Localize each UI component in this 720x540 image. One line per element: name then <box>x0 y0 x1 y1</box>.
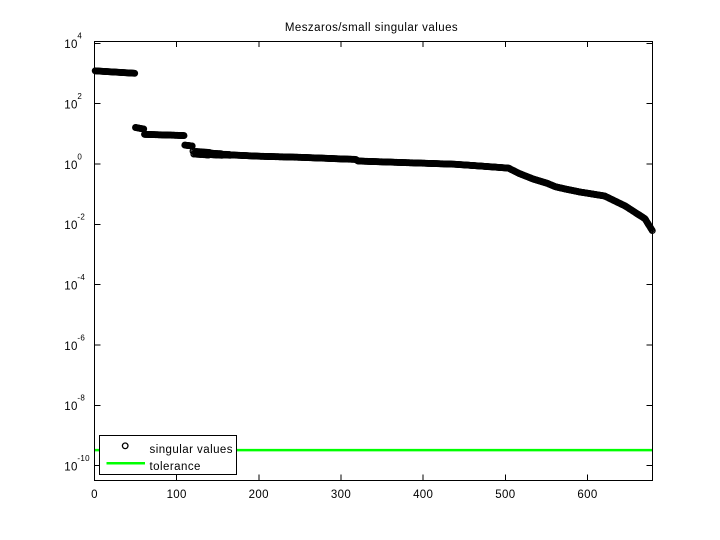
svg-text:singular values: singular values <box>150 444 233 456</box>
svg-text:-8: -8 <box>77 394 85 403</box>
svg-text:10: 10 <box>64 281 78 293</box>
svg-text:-4: -4 <box>77 273 85 282</box>
svg-text:0: 0 <box>77 152 82 161</box>
svg-text:500: 500 <box>495 489 515 501</box>
svg-text:10: 10 <box>64 160 78 172</box>
svg-text:tolerance: tolerance <box>150 461 201 473</box>
svg-text:100: 100 <box>167 489 187 501</box>
svg-text:0: 0 <box>91 489 98 501</box>
svg-text:10: 10 <box>64 462 78 474</box>
svg-text:-10: -10 <box>77 454 90 463</box>
svg-text:2: 2 <box>77 92 82 101</box>
svg-text:4: 4 <box>77 32 82 41</box>
svg-text:10: 10 <box>64 220 78 232</box>
svg-text:Meszaros/small singular values: Meszaros/small singular values <box>285 22 458 34</box>
svg-text:200: 200 <box>249 489 269 501</box>
svg-text:-2: -2 <box>77 213 85 222</box>
svg-text:300: 300 <box>331 489 351 501</box>
svg-text:10: 10 <box>64 100 78 112</box>
svg-text:10: 10 <box>64 401 78 413</box>
svg-text:10: 10 <box>64 341 78 353</box>
svg-text:10: 10 <box>64 39 78 51</box>
svg-text:600: 600 <box>577 489 597 501</box>
svg-text:-6: -6 <box>77 333 85 342</box>
svg-text:400: 400 <box>413 489 433 501</box>
